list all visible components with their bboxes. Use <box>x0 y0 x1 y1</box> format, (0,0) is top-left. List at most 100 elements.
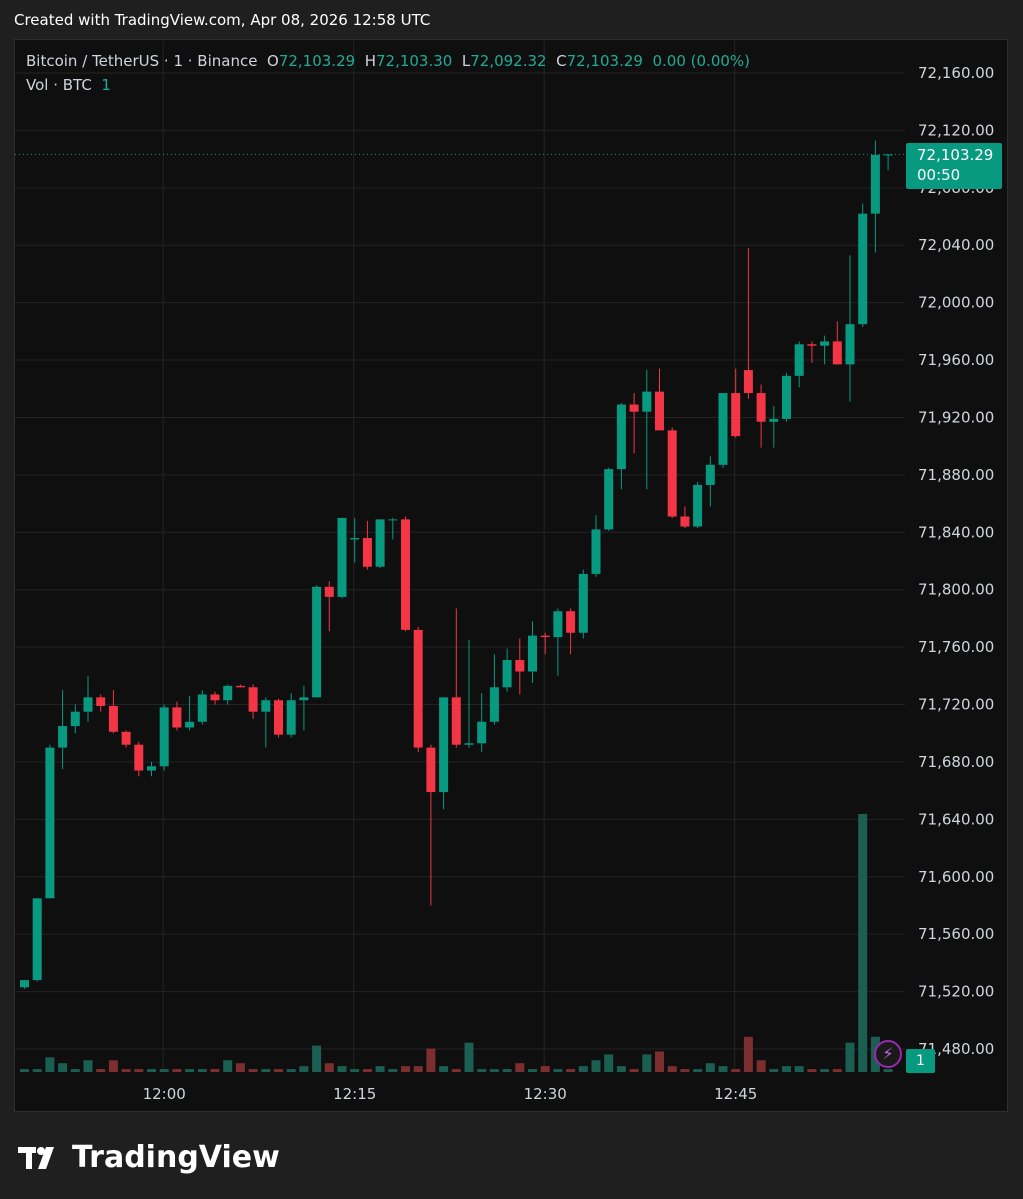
tradingview-logo-icon <box>18 1146 54 1169</box>
volume-bar <box>286 1069 296 1072</box>
candle-body <box>32 898 42 981</box>
candle-body <box>540 635 550 638</box>
candle-body <box>616 404 626 470</box>
candle-body <box>870 154 880 214</box>
volume-bar <box>553 1069 563 1072</box>
candle-body <box>58 726 68 748</box>
volume-bar <box>642 1054 652 1072</box>
volume-bar <box>20 1069 29 1072</box>
volume-bar <box>350 1069 360 1072</box>
candle-body <box>159 707 169 767</box>
candle-body <box>121 731 131 745</box>
volume-bar <box>426 1048 436 1072</box>
high-label: H <box>364 52 376 70</box>
candle-body <box>705 464 715 485</box>
candle-body <box>718 393 728 465</box>
volume-bar <box>401 1066 410 1072</box>
price-tick-label: 72,000.00 <box>918 294 994 312</box>
volume-bar <box>591 1060 601 1072</box>
volume-bar <box>680 1069 690 1072</box>
volume-bar <box>705 1063 715 1072</box>
candle-body <box>845 324 855 365</box>
candle-body <box>312 586 322 698</box>
candle-body <box>337 517 347 597</box>
open-label: O <box>267 52 279 70</box>
candle-body <box>223 685 233 701</box>
volume-bar <box>70 1069 80 1072</box>
volume-bar <box>769 1069 779 1072</box>
candle-body <box>591 529 601 574</box>
price-tick-label: 72,120.00 <box>918 121 994 139</box>
candle-body <box>147 766 156 771</box>
volume-label[interactable]: Vol · BTC <box>26 76 92 94</box>
volume-bar <box>324 1063 334 1072</box>
candle-body <box>185 721 195 728</box>
volume-bar <box>147 1069 156 1072</box>
candle-body <box>566 611 576 633</box>
volume-bar <box>312 1045 322 1072</box>
volume-bar <box>172 1069 182 1072</box>
candle-body <box>832 341 842 365</box>
volume-bar <box>210 1069 220 1072</box>
volume-bar <box>578 1066 588 1072</box>
volume-bar <box>185 1069 195 1072</box>
volume-bar <box>223 1060 233 1072</box>
candle-body <box>604 469 614 530</box>
candle-body <box>451 697 461 745</box>
candle-body <box>515 660 525 672</box>
price-tick-label: 71,960.00 <box>918 351 994 369</box>
candle-body <box>489 687 499 722</box>
candle-body <box>248 687 258 712</box>
candle-body <box>439 697 449 793</box>
time-tick-label: 12:00 <box>143 1085 186 1103</box>
candle-body <box>324 586 334 597</box>
chart-pane[interactable] <box>14 39 1008 1112</box>
volume-bar <box>820 1069 830 1072</box>
time-tick-label: 12:45 <box>714 1085 757 1103</box>
tradingview-logo[interactable]: TradingView <box>18 1140 280 1175</box>
low-label: L <box>461 52 471 70</box>
volume-bar <box>299 1066 309 1072</box>
volume-bar <box>337 1066 347 1072</box>
symbol-legend: Bitcoin / TetherUS · 1 · Binance O72,103… <box>26 52 750 70</box>
high-value: 72,103.30 <box>375 52 453 70</box>
candles <box>20 140 893 989</box>
low-value: 72,092.32 <box>470 52 547 70</box>
volume-bar <box>743 1036 753 1072</box>
symbol-name[interactable]: Bitcoin / TetherUS · 1 · Binance <box>26 52 258 70</box>
candle-body <box>667 430 677 517</box>
volume-bars <box>20 814 893 1072</box>
candle-body <box>401 519 410 630</box>
time-tick-label: 12:15 <box>333 1085 376 1103</box>
candle-body <box>731 393 741 437</box>
volume-bar <box>261 1069 271 1072</box>
volume-tag: 1 <box>906 1049 935 1073</box>
price-tick-label: 71,880.00 <box>918 466 994 484</box>
open-value: 72,103.29 <box>278 52 356 70</box>
candle-body <box>756 393 766 422</box>
volume-bar <box>604 1054 614 1072</box>
volume-bar <box>629 1069 639 1072</box>
candle-body <box>743 370 753 394</box>
price-tick-label: 71,800.00 <box>918 581 994 599</box>
volume-bar <box>388 1069 398 1072</box>
time-axis: 12:00 12:15 12:30 12:45 <box>143 1085 758 1103</box>
candle-body <box>350 538 360 540</box>
volume-bar <box>248 1069 258 1072</box>
candle-body <box>807 344 817 346</box>
volume-bar <box>96 1069 106 1072</box>
candle-body <box>108 705 118 732</box>
price-tick-label: 71,560.00 <box>918 925 994 943</box>
volume-bar <box>477 1069 487 1072</box>
volume-bar <box>693 1069 703 1072</box>
volume-bar <box>540 1066 550 1072</box>
volume-bar <box>782 1066 791 1072</box>
lightning-icon[interactable]: ⚡ <box>874 1040 902 1068</box>
candle-body <box>680 516 690 527</box>
volume-bar <box>794 1066 804 1072</box>
bar-countdown: 00:50 <box>917 166 961 184</box>
last-price-tag: 72,103.29 00:50 <box>906 143 1002 189</box>
volume-bar <box>858 814 868 1072</box>
price-tick-label: 71,520.00 <box>918 983 994 1001</box>
